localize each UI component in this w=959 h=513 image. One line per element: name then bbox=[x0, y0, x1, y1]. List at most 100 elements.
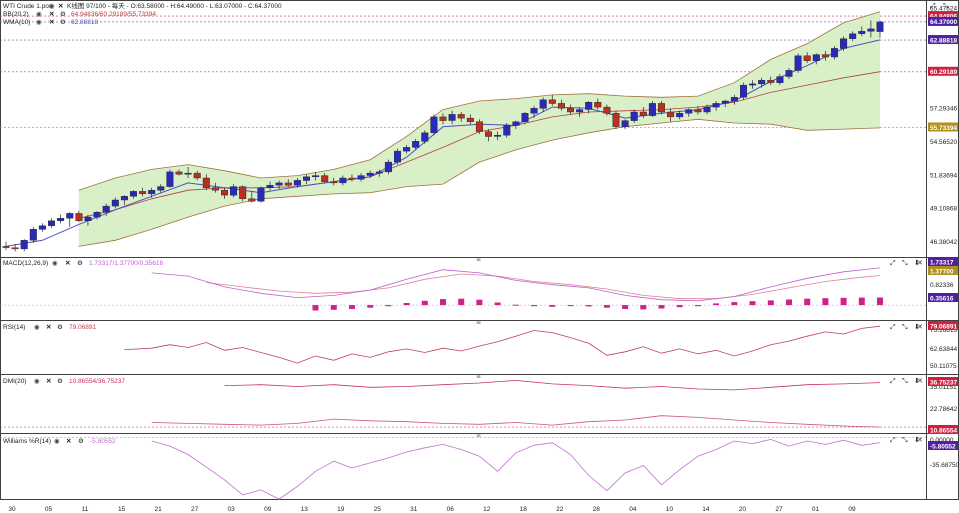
resize-handle[interactable]: ≡ bbox=[476, 432, 481, 439]
candle bbox=[503, 123, 511, 138]
collapse-icon[interactable]: ⤡ bbox=[943, 2, 949, 10]
expand-icon[interactable]: ⤢ bbox=[890, 259, 896, 267]
candle bbox=[412, 138, 420, 150]
gear-icon[interactable]: ⚙ bbox=[60, 10, 66, 18]
gear-icon[interactable]: ⚙ bbox=[57, 323, 63, 331]
candle bbox=[448, 110, 456, 125]
resize-handle[interactable]: ≡ bbox=[476, 373, 481, 380]
candle bbox=[175, 169, 183, 176]
chevron-down-icon[interactable]: ⬇ bbox=[914, 259, 920, 267]
x-tick-label: 13 bbox=[301, 506, 309, 513]
macd-histogram-bar bbox=[458, 298, 465, 306]
svg-text:79.06891: 79.06891 bbox=[930, 323, 957, 330]
chevron-down-icon[interactable]: ⬇ bbox=[914, 323, 920, 331]
close-icon[interactable]: ✕ bbox=[46, 324, 52, 331]
candle bbox=[248, 191, 256, 203]
macd-histogram-bar bbox=[877, 297, 883, 306]
resize-handle[interactable]: ≡ bbox=[476, 256, 481, 263]
close-icon[interactable]: ✕ bbox=[58, 3, 64, 10]
dmi-label: DMI(20) bbox=[3, 378, 26, 385]
svg-text:1.73317: 1.73317 bbox=[930, 259, 954, 266]
svg-text:60.29189: 60.29189 bbox=[930, 69, 957, 76]
candle bbox=[485, 129, 493, 142]
candle bbox=[193, 170, 201, 181]
collapse-icon[interactable]: ⤡ bbox=[902, 436, 908, 444]
macd-histogram-bar bbox=[694, 305, 701, 307]
price-value-tag: 64.37000 bbox=[928, 16, 958, 26]
macd-histogram-bar bbox=[786, 299, 792, 306]
indicator-panel-controls: ⤢ ⤡ ⬇✕⤢ ⤡ ⬇✕⤢ ⤡ ⬇✕⤢ ⤡ ⬇✕ bbox=[890, 259, 923, 444]
close-icon[interactable]: ✕ bbox=[917, 436, 923, 444]
close-icon[interactable]: ✕ bbox=[66, 438, 72, 445]
candle bbox=[439, 113, 447, 125]
close-icon[interactable]: ✕ bbox=[917, 259, 923, 267]
candle bbox=[512, 120, 520, 130]
gear-icon[interactable]: ⚙ bbox=[78, 437, 84, 445]
macd-histogram-bar bbox=[640, 305, 647, 310]
close-icon[interactable]: ✕ bbox=[46, 378, 52, 385]
close-icon[interactable]: ✕ bbox=[49, 11, 55, 18]
gear-icon[interactable]: ⚙ bbox=[57, 377, 63, 385]
candle bbox=[120, 195, 128, 205]
x-tick-label: 27 bbox=[775, 506, 783, 513]
collapse-icon[interactable]: ⤡ bbox=[902, 377, 908, 385]
price-tick-label: 51.83694 bbox=[930, 172, 957, 179]
candle bbox=[348, 174, 356, 182]
expand-icon[interactable]: ⤢ bbox=[890, 436, 896, 444]
eye-icon[interactable]: ◉ bbox=[34, 378, 40, 385]
candle bbox=[767, 76, 775, 86]
wma-label: WMA(10) bbox=[3, 19, 30, 26]
candle bbox=[184, 167, 192, 178]
expand-icon[interactable]: ⤢ bbox=[890, 377, 896, 385]
expand-icon[interactable]: ⤢ bbox=[930, 2, 936, 10]
gear-icon[interactable]: ⚙ bbox=[60, 18, 66, 26]
chevron-down-icon[interactable]: ⬇ bbox=[914, 436, 920, 444]
resize-handle[interactable]: ≡ bbox=[476, 319, 481, 326]
williams-header: Williams %R(14) ◉ ✕ ⚙ -5.80552 bbox=[3, 437, 116, 445]
candle bbox=[2, 241, 10, 251]
candle bbox=[585, 101, 593, 114]
rsi-value-tag: 79.06891 bbox=[928, 321, 958, 330]
chevron-down-icon[interactable]: ⬇ bbox=[914, 377, 920, 385]
eye-icon[interactable]: ◉ bbox=[52, 260, 58, 267]
eye-icon[interactable]: ◉ bbox=[36, 11, 42, 18]
close-icon[interactable]: ✕ bbox=[917, 377, 923, 385]
x-tick-label: 30 bbox=[8, 506, 16, 513]
candle bbox=[667, 108, 675, 122]
eye-icon[interactable]: ◉ bbox=[54, 438, 60, 445]
candle bbox=[321, 173, 329, 183]
eye-icon[interactable]: ◉ bbox=[34, 324, 40, 331]
rsi-tick-label: 62.63844 bbox=[930, 346, 957, 353]
price-value-tag: 60.29189 bbox=[928, 66, 958, 76]
x-tick-label: 01 bbox=[812, 506, 820, 513]
close-icon[interactable]: ✕ bbox=[917, 323, 923, 331]
candle bbox=[849, 31, 857, 42]
rsi-plot bbox=[124, 325, 881, 364]
candle bbox=[630, 109, 638, 123]
macd-histogram-bar bbox=[585, 305, 592, 307]
macd-histogram-bar bbox=[312, 305, 319, 311]
x-tick-label: 05 bbox=[45, 506, 53, 513]
gear-icon[interactable]: ⚙ bbox=[77, 259, 83, 267]
candle bbox=[758, 77, 766, 88]
candle bbox=[475, 119, 483, 134]
x-tick-label: 03 bbox=[227, 506, 235, 513]
williams-tick-label: 0.00000 bbox=[930, 437, 954, 444]
dmi-tick-label: 35.01151 bbox=[930, 384, 957, 391]
candle bbox=[457, 112, 465, 122]
price-tick-label: 49.10868 bbox=[930, 206, 957, 213]
macd-signal-line bbox=[206, 273, 881, 300]
candle bbox=[576, 107, 584, 117]
close-icon[interactable]: ✕ bbox=[65, 260, 71, 267]
bollinger-upper-line bbox=[78, 11, 881, 191]
close-icon[interactable]: ✕ bbox=[49, 19, 55, 26]
expand-icon[interactable]: ⤢ bbox=[890, 323, 896, 331]
eye-icon[interactable]: ◉ bbox=[49, 3, 55, 10]
collapse-icon[interactable]: ⤡ bbox=[902, 323, 908, 331]
candle bbox=[211, 182, 219, 193]
collapse-icon[interactable]: ⤡ bbox=[902, 259, 908, 267]
macd-tick-label: 0.82336 bbox=[930, 282, 954, 289]
candle bbox=[75, 211, 83, 222]
eye-icon[interactable]: ◉ bbox=[36, 19, 42, 26]
macd-label: MACD(12,26,9) bbox=[3, 260, 48, 267]
